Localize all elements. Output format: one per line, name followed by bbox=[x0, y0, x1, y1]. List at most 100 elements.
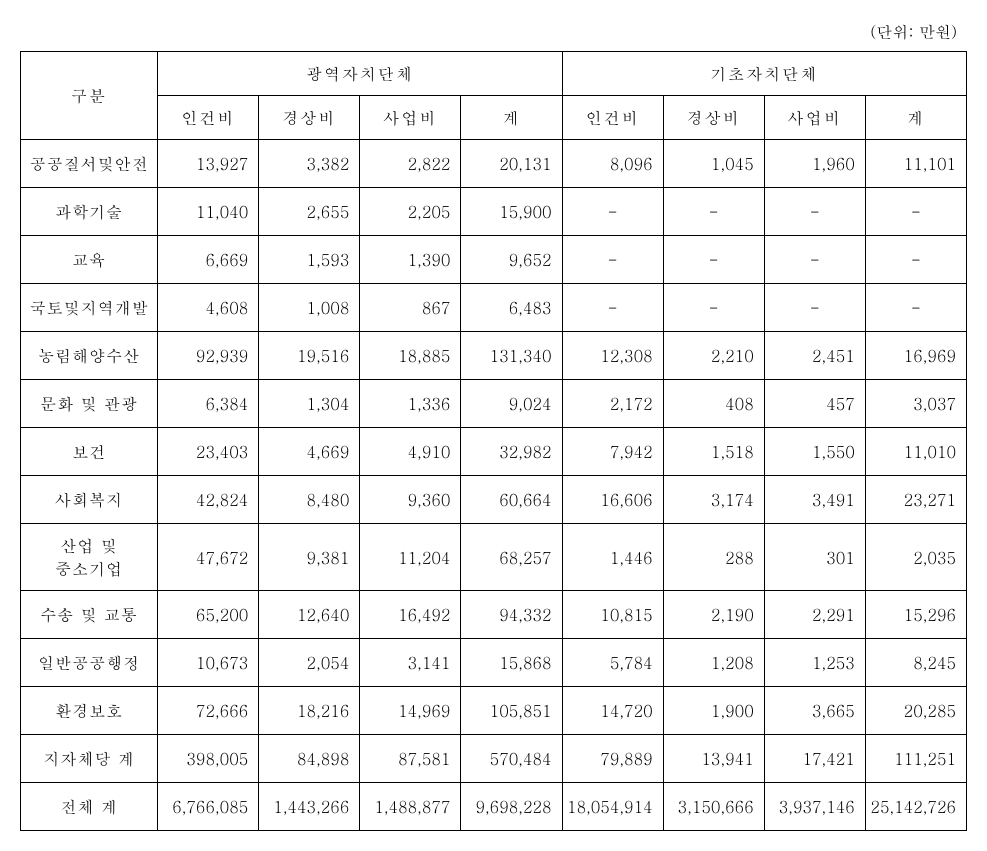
table-row: 국토및지역개발4,6081,0088676,483---- bbox=[21, 284, 967, 332]
table-body: 공공질서및안전13,9273,3822,82220,1318,0961,0451… bbox=[21, 140, 967, 831]
table-row: 일반공공행정10,6732,0543,14115,8685,7841,2081,… bbox=[21, 639, 967, 687]
row-label: 환경보호 bbox=[21, 687, 158, 735]
data-cell: - bbox=[764, 284, 865, 332]
data-cell: 1,304 bbox=[259, 380, 360, 428]
data-cell: 2,054 bbox=[259, 639, 360, 687]
data-cell: 398,005 bbox=[158, 735, 259, 783]
data-cell: 1,488,877 bbox=[360, 783, 461, 831]
header-col2: 경상비 bbox=[259, 96, 360, 140]
data-cell: 25,142,726 bbox=[865, 783, 966, 831]
header-group2: 기초자치단체 bbox=[562, 52, 966, 96]
data-cell: 131,340 bbox=[461, 332, 562, 380]
row-label: 산업 및중소기업 bbox=[21, 524, 158, 591]
data-cell: 23,403 bbox=[158, 428, 259, 476]
data-cell: 15,296 bbox=[865, 591, 966, 639]
data-cell: - bbox=[865, 188, 966, 236]
data-cell: 3,037 bbox=[865, 380, 966, 428]
data-cell: 10,815 bbox=[562, 591, 663, 639]
data-cell: 20,131 bbox=[461, 140, 562, 188]
data-cell: 2,210 bbox=[663, 332, 764, 380]
data-cell: 13,941 bbox=[663, 735, 764, 783]
header-col1: 인건비 bbox=[158, 96, 259, 140]
header-col7: 사업비 bbox=[764, 96, 865, 140]
data-cell: 9,698,228 bbox=[461, 783, 562, 831]
data-cell: 15,868 bbox=[461, 639, 562, 687]
data-cell: 1,008 bbox=[259, 284, 360, 332]
data-cell: 1,446 bbox=[562, 524, 663, 591]
table-row: 교육6,6691,5931,3909,652---- bbox=[21, 236, 967, 284]
data-cell: 408 bbox=[663, 380, 764, 428]
data-cell: 42,824 bbox=[158, 476, 259, 524]
row-label: 전체 계 bbox=[21, 783, 158, 831]
data-cell: 2,291 bbox=[764, 591, 865, 639]
data-cell: 12,640 bbox=[259, 591, 360, 639]
data-cell: 1,960 bbox=[764, 140, 865, 188]
data-cell: - bbox=[562, 236, 663, 284]
data-cell: 15,900 bbox=[461, 188, 562, 236]
row-label: 수송 및 교통 bbox=[21, 591, 158, 639]
data-cell: 14,720 bbox=[562, 687, 663, 735]
data-cell: 20,285 bbox=[865, 687, 966, 735]
data-cell: 84,898 bbox=[259, 735, 360, 783]
data-cell: - bbox=[663, 236, 764, 284]
data-cell: - bbox=[865, 284, 966, 332]
data-cell: 68,257 bbox=[461, 524, 562, 591]
data-cell: 6,766,085 bbox=[158, 783, 259, 831]
data-cell: - bbox=[663, 284, 764, 332]
data-cell: 19,516 bbox=[259, 332, 360, 380]
row-label: 보건 bbox=[21, 428, 158, 476]
data-cell: 3,382 bbox=[259, 140, 360, 188]
data-cell: 3,491 bbox=[764, 476, 865, 524]
data-cell: 10,673 bbox=[158, 639, 259, 687]
data-cell: 1,550 bbox=[764, 428, 865, 476]
data-cell: 3,665 bbox=[764, 687, 865, 735]
header-col3: 사업비 bbox=[360, 96, 461, 140]
data-cell: 1,518 bbox=[663, 428, 764, 476]
data-cell: 2,172 bbox=[562, 380, 663, 428]
data-cell: 11,101 bbox=[865, 140, 966, 188]
header-row-2: 인건비 경상비 사업비 계 인건비 경상비 사업비 계 bbox=[21, 96, 967, 140]
data-cell: 11,040 bbox=[158, 188, 259, 236]
unit-label: (단위: 만원) bbox=[20, 20, 967, 43]
row-label: 사회복지 bbox=[21, 476, 158, 524]
data-cell: 16,606 bbox=[562, 476, 663, 524]
data-table: 구분 광역자치단체 기초자치단체 인건비 경상비 사업비 계 인건비 경상비 사… bbox=[20, 51, 967, 831]
row-label: 교육 bbox=[21, 236, 158, 284]
data-cell: 18,216 bbox=[259, 687, 360, 735]
data-cell: 1,593 bbox=[259, 236, 360, 284]
data-cell: 570,484 bbox=[461, 735, 562, 783]
data-cell: 12,308 bbox=[562, 332, 663, 380]
row-label: 농림해양수산 bbox=[21, 332, 158, 380]
data-cell: 867 bbox=[360, 284, 461, 332]
data-cell: 9,024 bbox=[461, 380, 562, 428]
row-label: 일반공공행정 bbox=[21, 639, 158, 687]
data-cell: 60,664 bbox=[461, 476, 562, 524]
data-cell: 4,669 bbox=[259, 428, 360, 476]
data-cell: 7,942 bbox=[562, 428, 663, 476]
data-cell: 4,608 bbox=[158, 284, 259, 332]
data-cell: 8,245 bbox=[865, 639, 966, 687]
data-cell: 16,492 bbox=[360, 591, 461, 639]
data-cell: 4,910 bbox=[360, 428, 461, 476]
data-cell: 3,150,666 bbox=[663, 783, 764, 831]
data-cell: 288 bbox=[663, 524, 764, 591]
data-cell: 87,581 bbox=[360, 735, 461, 783]
data-cell: 1,045 bbox=[663, 140, 764, 188]
data-cell: 11,010 bbox=[865, 428, 966, 476]
data-cell: 2,205 bbox=[360, 188, 461, 236]
data-cell: 301 bbox=[764, 524, 865, 591]
data-cell: 16,969 bbox=[865, 332, 966, 380]
data-cell: 14,969 bbox=[360, 687, 461, 735]
data-cell: 18,885 bbox=[360, 332, 461, 380]
row-label: 공공질서및안전 bbox=[21, 140, 158, 188]
data-cell: 23,271 bbox=[865, 476, 966, 524]
data-cell: 9,360 bbox=[360, 476, 461, 524]
data-cell: - bbox=[663, 188, 764, 236]
header-group1: 광역자치단체 bbox=[158, 52, 562, 96]
data-cell: 3,174 bbox=[663, 476, 764, 524]
header-col8: 계 bbox=[865, 96, 966, 140]
table-row: 사회복지42,8248,4809,36060,66416,6063,1743,4… bbox=[21, 476, 967, 524]
data-cell: 2,822 bbox=[360, 140, 461, 188]
table-row: 지자체당 계398,00584,89887,581570,48479,88913… bbox=[21, 735, 967, 783]
row-label: 지자체당 계 bbox=[21, 735, 158, 783]
